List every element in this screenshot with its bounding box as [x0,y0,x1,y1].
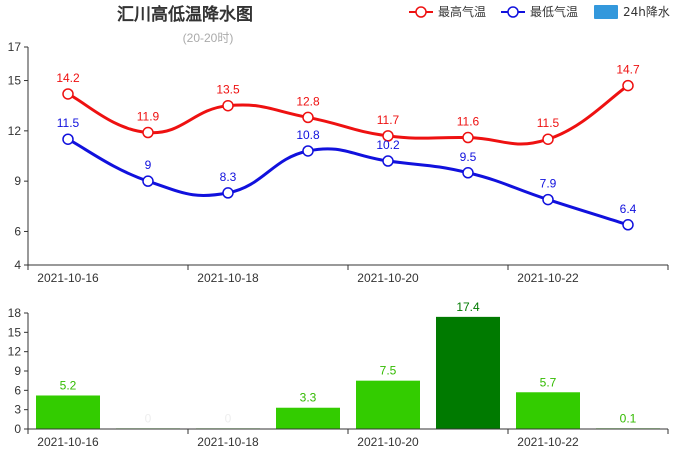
point-min-temp [542,193,554,206]
point-min-temp [302,145,314,157]
point-min-temp [62,133,74,145]
y-tick-label: 18 [8,306,22,320]
y-tick-label: 9 [14,174,21,188]
point-max-temp [302,111,314,124]
x-tick-label: 2021-10-16 [37,271,99,285]
y-tick-label: 17 [8,40,22,54]
series-line-min-temp [67,137,629,227]
point-min-temp [382,155,394,167]
y-tick-label: 4 [14,258,21,272]
x-tick-label: 2021-10-20 [357,435,419,449]
data-label-min-temp: 11.5 [57,116,80,130]
point-min-temp [142,175,154,187]
data-label-max-temp: 11.6 [457,115,480,129]
point-min-temp [462,167,474,179]
y-tick-label: 15 [8,325,22,339]
data-label-min-temp: 8.3 [220,170,237,184]
plots: 4 6 9 12 15 17 2021-10-16 2021-10-18 2021-10-20 2… [8,40,669,449]
point-max-temp [222,99,234,112]
y-tick-label: 9 [14,364,21,378]
legend-max-temp-marker [415,6,427,18]
y-tick-label: 12 [8,345,22,359]
chart-subtitle: (20-20时) [183,31,234,45]
y-tick-label: 12 [8,124,22,138]
temperature-chart: 4 6 9 12 15 17 2021-10-16 2021-10-18 2021-10-20 2… [8,40,669,285]
legend: 最高气温 最低气温 24h降水 [409,4,670,19]
precip-bar [356,380,420,429]
x-tick-label: 2021-10-20 [357,271,419,285]
legend-item-min-temp[interactable]: 最低气温 [501,4,578,19]
y-tick-label: 3 [14,403,21,417]
data-label-min-temp: 7.9 [540,177,557,191]
data-label-max-temp: 11.5 [537,116,560,130]
series-line-max-temp [67,84,629,146]
data-label-min-temp: 9.5 [460,150,477,164]
legend-item-precip[interactable]: 24h降水 [594,5,670,19]
precip-value-label: 0 [145,411,152,425]
data-label-max-temp: 13.5 [216,83,240,97]
data-label-max-temp: 14.7 [616,63,640,77]
x-tick-label: 2021-10-22 [517,435,579,449]
point-min-temp [622,219,634,231]
data-label-min-temp: 10.8 [296,128,320,142]
y-tick-label: 6 [14,383,21,397]
precip-value-label: 17.4 [456,300,480,314]
data-label-min-temp: 9 [145,158,152,172]
precip-value-label: 0.1 [620,411,637,425]
precipitation-chart: 0 3 6 9 12 15 18 5.2 0 0 3.3 7.5 17.4 5.7 0.1 2021-10-1… [8,300,669,449]
precip-bar [516,392,580,429]
legend-precip-swatch [594,5,618,19]
point-min-temp [222,187,234,199]
data-label-max-temp: 11.7 [377,113,400,127]
y-tick-label: 0 [14,422,21,436]
point-max-temp [382,130,394,142]
point-max-temp [542,133,554,145]
point-max-temp [462,131,474,144]
legend-precip-label: 24h降水 [623,5,670,19]
data-label-max-temp: 14.2 [56,71,80,85]
precip-value-label: 7.5 [380,364,397,378]
precip-value-label: 5.7 [540,375,557,389]
y-tick-label: 6 [14,224,21,238]
precip-bar [436,316,500,429]
precip-value-label: 0 [225,411,232,425]
legend-max-temp-label: 最高气温 [438,4,486,19]
y-tick-label: 15 [8,74,22,88]
point-max-temp [62,88,74,100]
precip-bar [276,407,340,429]
x-tick-label: 2021-10-18 [197,435,259,449]
x-tick-label: 2021-10-16 [37,435,99,449]
precip-value-label: 5.2 [60,378,77,392]
data-label-max-temp: 11.9 [137,110,160,124]
x-tick-label: 2021-10-22 [517,271,579,285]
data-label-max-temp: 12.8 [296,94,320,108]
data-label-min-temp: 10.2 [376,138,400,152]
legend-min-temp-marker [507,6,519,18]
legend-item-max-temp[interactable]: 最高气温 [409,4,486,19]
chart-title: 汇川高低温降水图 [117,4,253,25]
data-label-min-temp: 6.4 [620,202,637,216]
precip-bar [36,395,100,429]
legend-min-temp-label: 最低气温 [530,4,578,19]
precip-value-label: 3.3 [300,391,317,405]
point-max-temp [622,79,634,92]
x-tick-label: 2021-10-18 [197,271,259,285]
point-max-temp [142,126,154,139]
